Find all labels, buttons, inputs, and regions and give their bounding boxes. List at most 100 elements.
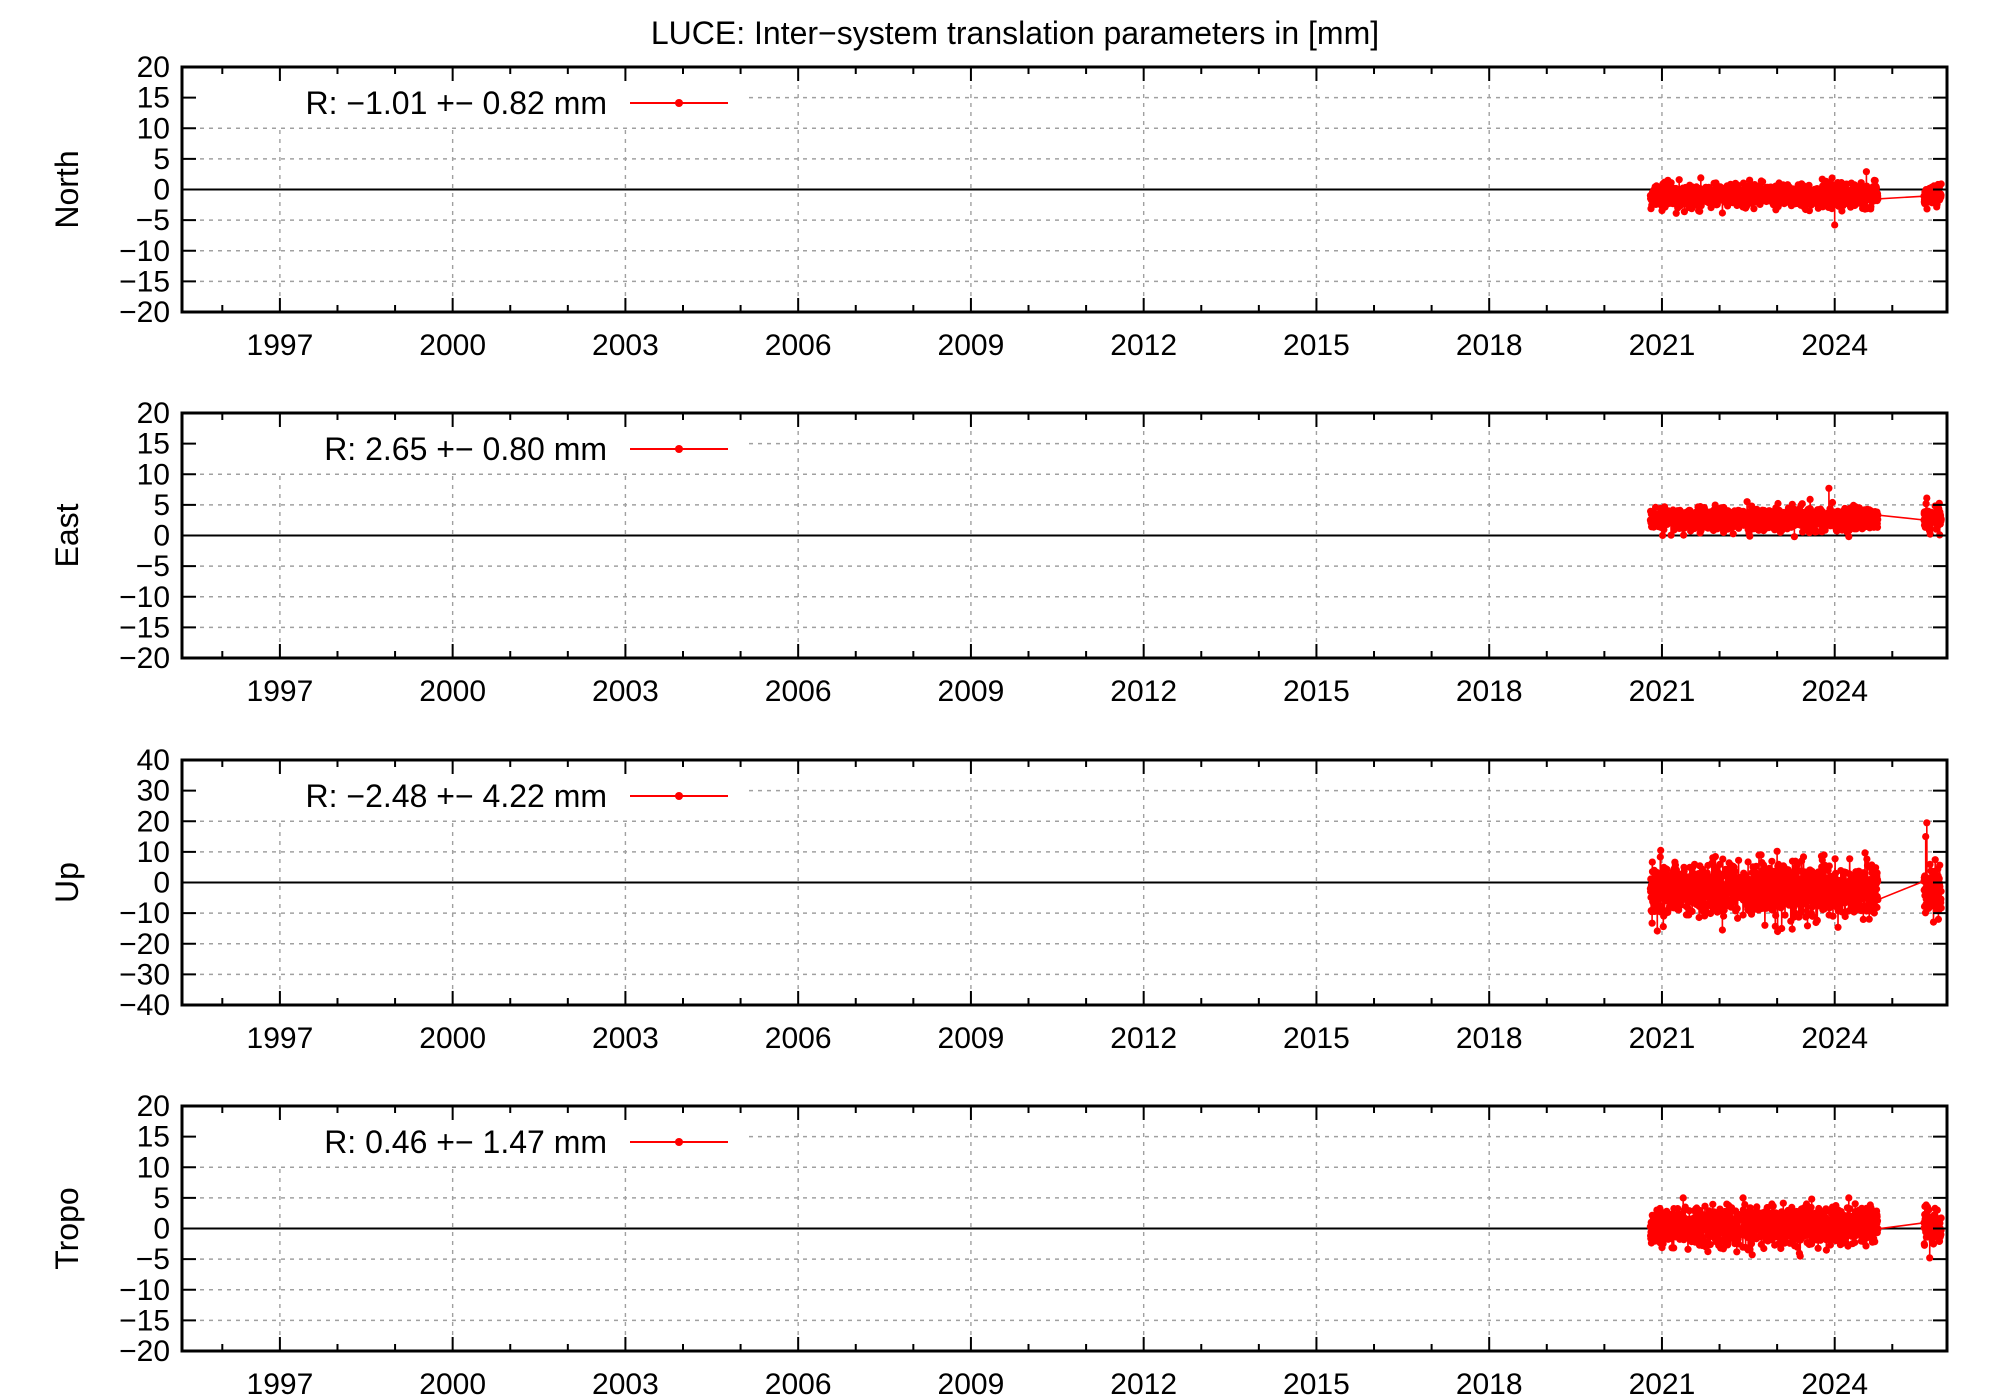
x-tick-label: 2006 [765, 675, 832, 708]
x-tick-labels: 1997 2000 2003 2006 2009 2012 2015 2018 2021 2024 [247, 1022, 1869, 1055]
data-point [1680, 531, 1688, 539]
x-tick-label: 2021 [1629, 1022, 1696, 1055]
x-tick-label: 2000 [419, 675, 486, 708]
y-tick-label: −15 [119, 265, 170, 298]
data-point [1679, 1194, 1687, 1202]
data-point [1936, 861, 1944, 869]
x-tick-label: 2009 [938, 1022, 1005, 1055]
data-point [1867, 202, 1875, 211]
y-tick-label: −40 [119, 989, 170, 1022]
data-point [1675, 176, 1683, 184]
y-tick-label: −20 [119, 642, 170, 675]
data-point [1926, 530, 1934, 538]
legend-point-sample [675, 99, 683, 107]
x-tick-label: 2024 [1801, 675, 1868, 708]
data-point [1656, 853, 1664, 861]
legend: R: −1.01 +− 0.82 mm [306, 85, 728, 121]
y-tick-label: −5 [136, 204, 170, 237]
data-point [1862, 168, 1870, 176]
y-tick-label: 15 [137, 82, 170, 115]
data-point [1874, 877, 1882, 885]
x-tick-label: 2015 [1283, 1022, 1350, 1055]
y-tick-label: 15 [137, 428, 170, 461]
data-point [1719, 855, 1727, 863]
data-point [1813, 916, 1821, 925]
data-point [1873, 903, 1881, 912]
x-tick-label: 2009 [938, 329, 1005, 362]
x-tick-label: 2012 [1110, 329, 1177, 362]
data-point [1761, 921, 1769, 929]
x-tick-labels: 1997 2000 2003 2006 2009 2012 2015 2018 2021 2024 [247, 329, 1869, 362]
data-point [1739, 1194, 1747, 1202]
data-point [1684, 1245, 1692, 1253]
x-tick-label: 2018 [1456, 1022, 1523, 1055]
data-point [1863, 855, 1871, 863]
x-tick-label: 1997 [247, 675, 314, 708]
data-point [1790, 533, 1798, 541]
x-tick-label: 2018 [1456, 329, 1523, 362]
data-point [1750, 205, 1758, 213]
data-point [1648, 858, 1656, 866]
data-point [1806, 495, 1814, 503]
y-tick-label: −20 [119, 296, 170, 329]
data-point [1828, 498, 1837, 507]
data-point [1937, 180, 1945, 188]
data-point [1746, 176, 1754, 184]
plot-frame [180, 65, 1949, 314]
data-point [1746, 532, 1754, 540]
y-tick-label: −5 [136, 550, 170, 583]
data-point [1873, 523, 1882, 531]
x-tick-label: 2024 [1801, 329, 1868, 362]
data-point [1872, 184, 1880, 192]
y-tick-label: −15 [119, 611, 170, 644]
data-point [1831, 855, 1839, 863]
x-tick-label: 2003 [592, 1022, 659, 1055]
x-tick-label: 1997 [247, 1022, 314, 1055]
x-tick-label: 2018 [1456, 675, 1523, 708]
data-point [1874, 511, 1882, 519]
data-point [1846, 855, 1854, 863]
chart-title: LUCE: Inter−system translation parameter… [651, 15, 1379, 51]
y-tick-label: 10 [137, 458, 170, 491]
x-tick-label: 2015 [1283, 329, 1350, 362]
data-point [1873, 885, 1881, 893]
y-tick-label: 20 [137, 51, 170, 84]
data-point [1759, 178, 1767, 186]
data-point [1688, 907, 1696, 916]
data-point [1711, 501, 1719, 509]
data-point [1934, 915, 1942, 923]
y-tick-label: 0 [153, 520, 170, 553]
y-tick-label: 0 [153, 174, 170, 207]
data-point [1769, 1202, 1777, 1210]
legend-point-sample [675, 445, 683, 453]
data-series [1646, 168, 1945, 229]
data-point [1798, 500, 1806, 508]
data-point [1923, 494, 1931, 502]
data-point [1697, 174, 1705, 182]
data-point [1648, 919, 1656, 927]
data-point [1653, 927, 1661, 935]
x-tick-label: 2003 [592, 675, 659, 708]
data-point [1829, 912, 1837, 920]
data-point [1788, 925, 1796, 933]
x-tick-label: 1997 [247, 329, 314, 362]
data-point [1874, 896, 1882, 904]
data-point [1825, 862, 1833, 870]
x-tick-labels: 1997 2000 2003 2006 2009 2012 2015 2018 2021 2024 [247, 675, 1869, 708]
data-point [1757, 851, 1765, 859]
data-point [1923, 205, 1931, 213]
y-axis-label: North [49, 150, 85, 228]
y-tick-label: 40 [137, 744, 170, 777]
data-point [1709, 1200, 1717, 1208]
data-point [1937, 904, 1945, 912]
data-point [1805, 207, 1813, 215]
data-point [1834, 923, 1842, 931]
data-series [1646, 484, 1945, 541]
data-point [1820, 851, 1828, 859]
x-tick-label: 2012 [1110, 675, 1177, 708]
data-point [1659, 531, 1667, 540]
